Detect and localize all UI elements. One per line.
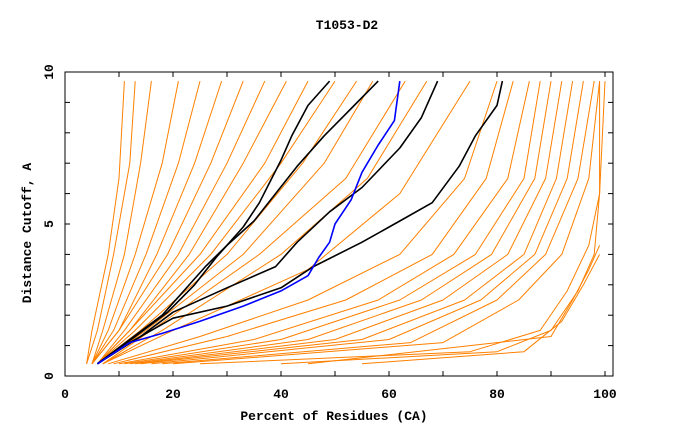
- series-line-orange-10: [97, 80, 309, 365]
- series-line-black-4: [96, 80, 504, 365]
- series-line-black-2: [96, 80, 379, 365]
- series-line-orange-3: [91, 81, 152, 364]
- series-line-orange-26: [172, 81, 601, 365]
- x-axis-label: Percent of Residues (CA): [240, 409, 427, 424]
- y-axis-label: Distance Cutoff, A: [20, 163, 35, 304]
- series-line-orange-4: [91, 81, 179, 365]
- series-line-orange-18: [113, 80, 514, 365]
- chart-title: T1053-D2: [316, 18, 379, 33]
- series-line-orange-5: [91, 80, 201, 365]
- series-line-orange-20: [124, 81, 541, 365]
- series-line-orange-22: [135, 81, 563, 365]
- x-tick-label: 20: [165, 387, 181, 402]
- series-line-orange-8: [97, 80, 266, 365]
- y-tick-label: 0: [42, 372, 57, 380]
- series-line-orange-11: [97, 80, 336, 365]
- x-tick-label: 100: [593, 387, 617, 402]
- series-line-black-1: [96, 80, 331, 365]
- series-line-orange-13: [97, 80, 374, 365]
- series-line-orange-7: [91, 80, 244, 365]
- series-line-orange-2: [86, 81, 136, 364]
- series-line-blue: [96, 80, 401, 365]
- series-line-orange-24: [151, 81, 584, 365]
- series-line-orange-29: [361, 254, 601, 365]
- series-line-orange-25: [162, 81, 595, 365]
- series-line-orange-23: [140, 81, 574, 365]
- x-tick-label: 0: [61, 387, 69, 402]
- y-tick-label: 10: [42, 64, 57, 80]
- series-line-orange-17: [108, 80, 498, 365]
- x-tick-label: 80: [489, 387, 505, 402]
- tick-layer: 0 20 40 60 80 100 0 5 10: [42, 64, 617, 402]
- series-line-orange-21: [129, 81, 552, 365]
- series-line-orange-19: [118, 80, 530, 365]
- series-line-orange-15: [102, 80, 428, 365]
- x-tick-label: 40: [273, 387, 289, 402]
- series-line-orange-30: [307, 245, 601, 365]
- series-line-black-3: [96, 80, 439, 365]
- y-tick-label: 5: [42, 220, 57, 228]
- x-tick-label: 60: [381, 387, 397, 402]
- series-line-orange-1: [86, 81, 125, 364]
- plot-frame: [64, 71, 614, 377]
- series-layer: [86, 80, 606, 365]
